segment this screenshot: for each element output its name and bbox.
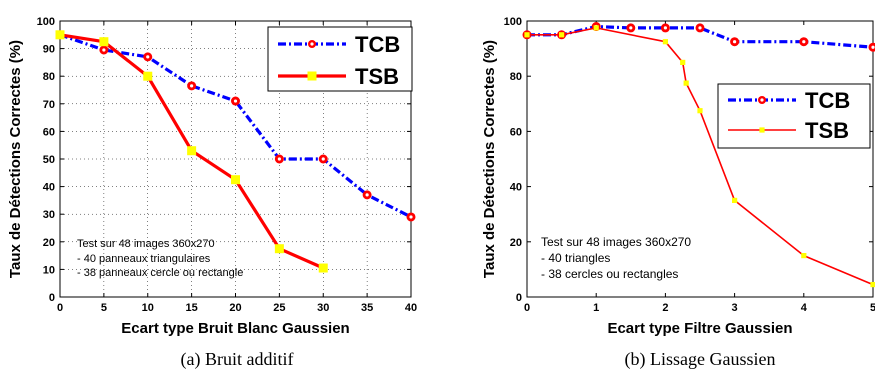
x-tick-label: 20 xyxy=(229,302,241,314)
x-tick-label: 0 xyxy=(524,302,530,314)
data-point-center-tcb xyxy=(190,84,194,88)
data-point-center-tcb xyxy=(146,55,150,59)
data-point-tsb xyxy=(231,175,240,185)
plot-area xyxy=(527,21,873,297)
y-tick-label: 20 xyxy=(43,237,55,249)
data-point-tsb xyxy=(318,263,328,273)
y-tick-label: 100 xyxy=(37,16,55,28)
legend-marker-center-tcb xyxy=(310,42,314,46)
chart-caption: (b) Lissage Gaussien xyxy=(625,349,776,370)
y-tick-label: 80 xyxy=(510,71,522,83)
x-tick-label: 4 xyxy=(801,302,808,314)
x-tick-label: 40 xyxy=(405,302,417,314)
data-point-tsb xyxy=(870,281,875,288)
y-tick-label: 0 xyxy=(516,292,522,304)
y-tick-label: 40 xyxy=(43,182,55,194)
annotation-text: - 38 panneaux cercle ou rectangle xyxy=(77,267,243,279)
y-axis-label: Taux de Détections Correctes (%) xyxy=(7,40,24,278)
data-point-tsb xyxy=(732,197,738,203)
legend-marker-tsb xyxy=(759,127,765,133)
y-tick-label: 50 xyxy=(43,154,55,166)
y-tick-label: 80 xyxy=(43,71,55,83)
annotation-text: Test sur 48 images 360x270 xyxy=(77,238,215,250)
data-point-tsb xyxy=(559,32,565,38)
data-point-center-tcb xyxy=(663,26,668,30)
y-tick-label: 100 xyxy=(504,16,522,28)
data-point-center-tcb xyxy=(871,45,875,49)
data-point-tsb xyxy=(274,244,284,254)
y-tick-label: 60 xyxy=(43,126,55,138)
data-point-tsb xyxy=(524,32,530,38)
legend-label-tcb: TCB xyxy=(355,32,400,57)
legend-box xyxy=(267,26,413,92)
x-tick-label: 25 xyxy=(273,302,285,314)
x-tick-label: 3 xyxy=(732,302,738,314)
data-point-center-tcb xyxy=(365,193,369,197)
data-point-center-tcb xyxy=(102,48,106,52)
x-tick-label: 15 xyxy=(186,302,198,314)
legend-marker-center-tcb xyxy=(760,98,764,102)
x-tick-label: 5 xyxy=(870,302,875,314)
data-point-tsb xyxy=(55,30,65,40)
y-tick-label: 0 xyxy=(49,292,55,304)
x-tick-label: 0 xyxy=(57,302,63,314)
legend-label-tsb: TSB xyxy=(355,64,399,89)
data-point-tsb xyxy=(99,37,109,47)
data-point-center-tcb xyxy=(233,99,238,103)
data-point-center-tcb xyxy=(802,40,806,44)
annotation-text: - 40 panneaux triangulaires xyxy=(77,253,211,265)
y-tick-label: 10 xyxy=(43,264,55,276)
y-axis-label: Taux de Détections Correctes (%) xyxy=(481,40,498,278)
data-point-tsb xyxy=(187,146,197,156)
x-axis-label: Ecart type Bruit Blanc Gaussien xyxy=(121,320,349,337)
data-point-center-tcb xyxy=(321,157,325,161)
annotation-text: Test sur 48 images 360x270 xyxy=(541,235,691,249)
data-point-tsb xyxy=(662,39,668,45)
y-tick-label: 60 xyxy=(510,126,522,138)
series-line-tsb xyxy=(527,27,874,286)
annotation-text: - 40 triangles xyxy=(541,251,610,265)
data-point-tsb xyxy=(143,71,153,81)
legend-box xyxy=(717,83,871,149)
x-tick-label: 5 xyxy=(101,302,107,314)
x-tick-label: 10 xyxy=(142,302,154,314)
data-point-tsb xyxy=(683,80,689,86)
chart-caption: (a) Bruit additif xyxy=(181,349,294,370)
chart-bruit-additif: 0 5 10 15 20 25 30 35 40 0 10 20 30 40 50 60 70 80 90 100 Ec… xyxy=(7,16,417,370)
data-point-tsb xyxy=(680,59,686,65)
x-tick-label: 35 xyxy=(361,302,373,314)
legend-label-tsb: TSB xyxy=(805,118,849,143)
y-tick-label: 30 xyxy=(43,209,55,221)
x-tick-label: 1 xyxy=(593,302,599,314)
legend-marker-tsb xyxy=(307,71,317,81)
x-tick-label: 2 xyxy=(662,302,668,314)
x-tick-label: 30 xyxy=(317,302,329,314)
x-axis-label: Ecart type Filtre Gaussien xyxy=(607,320,792,337)
data-point-tsb xyxy=(593,25,599,31)
y-tick-label: 70 xyxy=(43,99,55,111)
data-point-center-tcb xyxy=(629,26,633,30)
y-tick-label: 20 xyxy=(510,237,522,249)
annotation-text: - 38 cercles ou rectangles xyxy=(541,267,678,281)
data-point-center-tcb xyxy=(409,215,413,219)
data-point-tsb xyxy=(801,253,807,259)
plot-frame xyxy=(526,20,874,298)
data-point-center-tcb xyxy=(698,26,702,30)
y-tick-label: 40 xyxy=(510,182,522,194)
data-point-center-tcb xyxy=(733,40,737,44)
data-point-tsb xyxy=(697,108,703,114)
legend-label-tcb: TCB xyxy=(805,88,850,113)
data-point-center-tcb xyxy=(277,157,281,161)
chart-lissage-gaussien: 0 1 2 3 4 5 0 20 40 60 80 100 Ecart type Filtre Gaus… xyxy=(481,16,875,370)
y-tick-label: 90 xyxy=(43,44,55,56)
